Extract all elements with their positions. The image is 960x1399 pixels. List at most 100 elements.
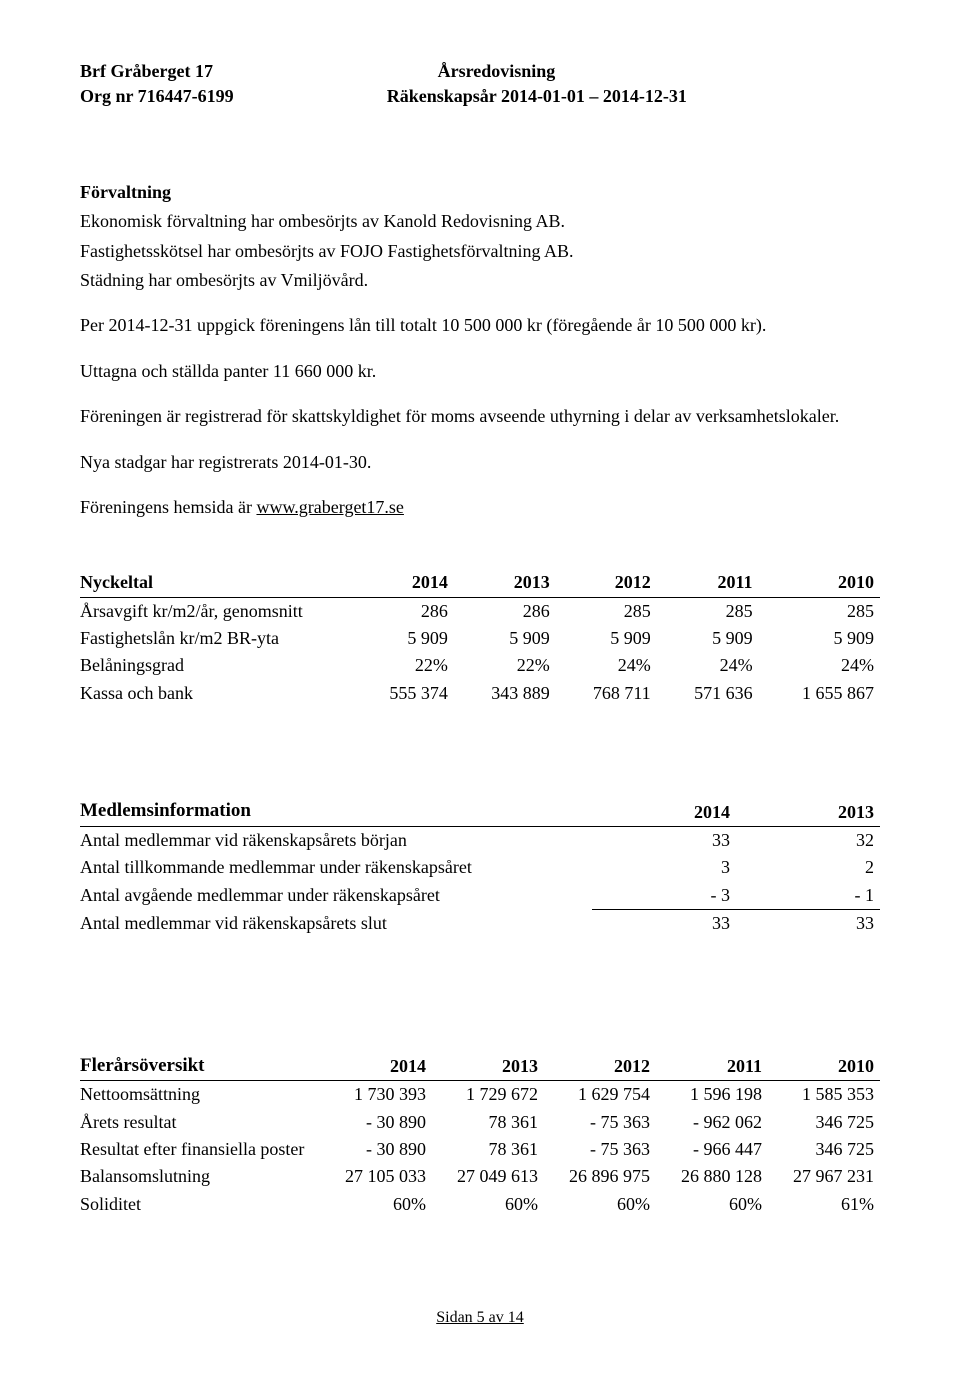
table-row: Antal avgående medlemmar under räkenskap… xyxy=(80,882,880,910)
cell: 27 105 033 xyxy=(320,1163,432,1190)
table-row: Nettoomsättning 1 730 393 1 729 672 1 62… xyxy=(80,1081,880,1109)
flerars-title: Flerårsöversikt xyxy=(80,1052,320,1081)
cell: - 30 890 xyxy=(320,1109,432,1136)
cell: - 962 062 xyxy=(656,1109,768,1136)
cell: 27 967 231 xyxy=(768,1163,880,1190)
table-row: Balansomslutning 27 105 033 27 049 613 2… xyxy=(80,1163,880,1190)
cell: 1 596 198 xyxy=(656,1081,768,1109)
row-label: Antal tillkommande medlemmar under räken… xyxy=(80,854,592,881)
row-label: Nettoomsättning xyxy=(80,1081,320,1109)
cell: 346 725 xyxy=(768,1109,880,1136)
cell: 5 909 xyxy=(454,625,556,652)
cell: 26 896 975 xyxy=(544,1163,656,1190)
cell: 33 xyxy=(592,910,736,938)
forvaltning-p1: Ekonomisk förvaltning har ombesörjts av … xyxy=(80,210,880,233)
table-row: Årsavgift kr/m2/år, genomsnitt 286 286 2… xyxy=(80,597,880,625)
table-header-row: Medlemsinformation 2014 2013 xyxy=(80,797,880,826)
cell: 27 049 613 xyxy=(432,1163,544,1190)
year-col: 2014 xyxy=(320,1052,432,1081)
cell: - 75 363 xyxy=(544,1136,656,1163)
cell: 5 909 xyxy=(759,625,880,652)
cell: 1 729 672 xyxy=(432,1081,544,1109)
cell: 60% xyxy=(432,1191,544,1218)
cell: - 75 363 xyxy=(544,1109,656,1136)
cell: 285 xyxy=(556,597,657,625)
cell: 78 361 xyxy=(432,1136,544,1163)
forvaltning-p5: Uttagna och ställda panter 11 660 000 kr… xyxy=(80,360,880,383)
cell: 285 xyxy=(759,597,880,625)
cell: 24% xyxy=(759,652,880,679)
year-col: 2014 xyxy=(352,569,454,597)
section-forvaltning-title: Förvaltning xyxy=(80,181,880,204)
cell: 1 629 754 xyxy=(544,1081,656,1109)
cell: 60% xyxy=(320,1191,432,1218)
cell: 78 361 xyxy=(432,1109,544,1136)
table-row: Kassa och bank 555 374 343 889 768 711 5… xyxy=(80,680,880,707)
row-label: Soliditet xyxy=(80,1191,320,1218)
row-label: Kassa och bank xyxy=(80,680,352,707)
table-row: Soliditet 60% 60% 60% 60% 61% xyxy=(80,1191,880,1218)
cell: 5 909 xyxy=(657,625,759,652)
cell: 768 711 xyxy=(556,680,657,707)
cell: 33 xyxy=(736,910,880,938)
year-col: 2012 xyxy=(544,1052,656,1081)
cell: 3 xyxy=(592,854,736,881)
year-col: 2013 xyxy=(432,1052,544,1081)
cell: 1 655 867 xyxy=(759,680,880,707)
cell: 1 730 393 xyxy=(320,1081,432,1109)
cell: - 966 447 xyxy=(656,1136,768,1163)
table-row: Fastighetslån kr/m2 BR-yta 5 909 5 909 5… xyxy=(80,625,880,652)
row-label: Antal medlemmar vid räkenskapsårets slut xyxy=(80,910,592,938)
cell: 346 725 xyxy=(768,1136,880,1163)
cell: 32 xyxy=(736,826,880,854)
forvaltning-p6: Föreningen är registrerad för skattskyld… xyxy=(80,405,880,428)
nyckeltal-table: Nyckeltal 2014 2013 2012 2011 2010 Årsav… xyxy=(80,569,880,707)
fiscal-year: Räkenskapsår 2014-01-01 – 2014-12-31 xyxy=(194,85,880,108)
year-col: 2010 xyxy=(759,569,880,597)
document-header: Brf Gråberget 17 Årsredovisning xyxy=(80,60,880,83)
table-header-row: Flerårsöversikt 2014 2013 2012 2011 2010 xyxy=(80,1052,880,1081)
table-row: Årets resultat - 30 890 78 361 - 75 363 … xyxy=(80,1109,880,1136)
cell: - 3 xyxy=(592,882,736,910)
table-row: Antal medlemmar vid räkenskapsårets slut… xyxy=(80,910,880,938)
table-row: Resultat efter finansiella poster - 30 8… xyxy=(80,1136,880,1163)
page-footer: Sidan 5 av 14 xyxy=(80,1308,880,1329)
nyckeltal-title: Nyckeltal xyxy=(80,569,352,597)
cell: - 1 xyxy=(736,882,880,910)
row-label: Antal medlemmar vid räkenskapsårets börj… xyxy=(80,826,592,854)
cell: 2 xyxy=(736,854,880,881)
table-header-row: Nyckeltal 2014 2013 2012 2011 2010 xyxy=(80,569,880,597)
cell: 33 xyxy=(592,826,736,854)
cell: 5 909 xyxy=(352,625,454,652)
table-row: Antal tillkommande medlemmar under räken… xyxy=(80,854,880,881)
year-col: 2011 xyxy=(656,1052,768,1081)
cell: 286 xyxy=(454,597,556,625)
cell: 22% xyxy=(352,652,454,679)
row-label: Årets resultat xyxy=(80,1109,320,1136)
cell: 22% xyxy=(454,652,556,679)
year-col: 2013 xyxy=(736,797,880,826)
cell: 24% xyxy=(657,652,759,679)
row-label: Fastighetslån kr/m2 BR-yta xyxy=(80,625,352,652)
forvaltning-p4: Per 2014-12-31 uppgick föreningens lån t… xyxy=(80,314,880,337)
cell: - 30 890 xyxy=(320,1136,432,1163)
forvaltning-p7: Nya stadgar har registrerats 2014-01-30. xyxy=(80,451,880,474)
cell: 1 585 353 xyxy=(768,1081,880,1109)
cell: 24% xyxy=(556,652,657,679)
forvaltning-p2: Fastighetsskötsel har ombesörjts av FOJO… xyxy=(80,240,880,263)
forvaltning-p3: Städning har ombesörjts av Vmiljövård. xyxy=(80,269,880,292)
medlems-title: Medlemsinformation xyxy=(80,797,592,826)
year-col: 2014 xyxy=(592,797,736,826)
cell: 286 xyxy=(352,597,454,625)
cell: 571 636 xyxy=(657,680,759,707)
cell: 285 xyxy=(657,597,759,625)
year-col: 2013 xyxy=(454,569,556,597)
cell: 555 374 xyxy=(352,680,454,707)
hemsida-link[interactable]: www.graberget17.se xyxy=(256,497,403,517)
row-label: Årsavgift kr/m2/år, genomsnitt xyxy=(80,597,352,625)
hemsida-label: Föreningens hemsida är xyxy=(80,497,256,517)
row-label: Antal avgående medlemmar under räkenskap… xyxy=(80,882,592,910)
cell: 61% xyxy=(768,1191,880,1218)
year-col: 2012 xyxy=(556,569,657,597)
year-col: 2010 xyxy=(768,1052,880,1081)
